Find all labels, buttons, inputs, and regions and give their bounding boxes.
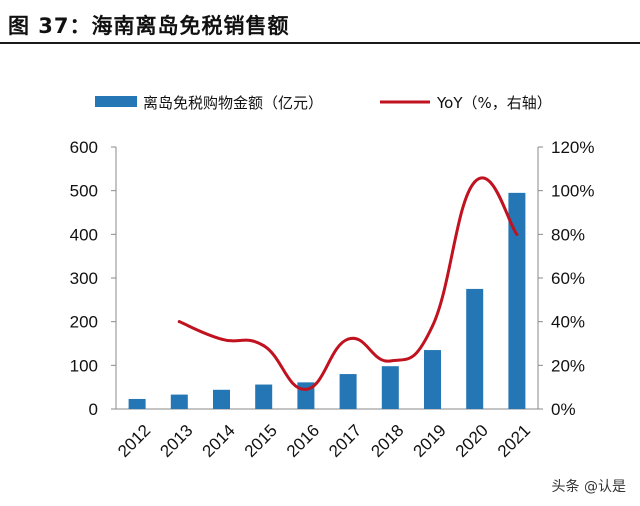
x-axis-tick-label: 2014 xyxy=(199,421,239,461)
bar xyxy=(381,366,399,409)
left-axis-tick-label: 400 xyxy=(70,225,98,244)
x-axis-tick-label: 2015 xyxy=(241,421,281,461)
left-axis-tick-label: 600 xyxy=(70,138,98,157)
yoy-point xyxy=(515,232,519,236)
yoy-point xyxy=(346,337,350,341)
watermark: 头条 @认是 xyxy=(551,479,626,495)
right-axis-tick-label: 60% xyxy=(551,269,585,288)
figure-title: 图 37：海南离岛免税销售额 xyxy=(8,14,290,38)
right-axis-tick-label: 20% xyxy=(551,356,585,375)
x-axis-tick-label: 2021 xyxy=(494,421,534,461)
bar xyxy=(424,350,441,409)
bar xyxy=(255,384,273,409)
x-axis-tick-label: 2019 xyxy=(410,421,450,461)
yoy-point xyxy=(431,324,434,328)
bar-series xyxy=(128,192,526,409)
x-axis-tick-label: 2012 xyxy=(114,421,154,461)
x-axis-tick-label: 2016 xyxy=(283,421,323,461)
yoy-point xyxy=(473,180,477,184)
yoy-point xyxy=(262,344,266,348)
right-axis-tick-label: 40% xyxy=(551,313,585,332)
left-axis-tick-label: 200 xyxy=(70,313,98,332)
legend: 离岛免税购物金额（亿元） YoY（%，右轴） xyxy=(95,94,552,112)
figure-header: 图 37：海南离岛免税销售额 xyxy=(0,0,640,44)
title-divider xyxy=(0,42,640,44)
bar xyxy=(508,192,526,409)
x-axis: 2012 2013 2014 2015 2016 2017 2018 2019 2020 2021 xyxy=(114,408,538,461)
legend-bar-label: 离岛免税购物金额（亿元） xyxy=(143,94,323,112)
yoy-point xyxy=(388,359,392,363)
right-axis-tick-label: 100% xyxy=(551,182,594,201)
left-axis-tick-label: 0 xyxy=(89,400,98,419)
bar xyxy=(128,398,146,409)
left-axis-tick-label: 500 xyxy=(70,182,98,201)
left-axis-tick-label: 100 xyxy=(70,356,98,375)
legend-line-label: YoY（%，右轴） xyxy=(436,94,552,112)
right-axis-tick-label: 120% xyxy=(551,138,594,157)
left-axis-tick-label: 300 xyxy=(70,269,98,288)
bar xyxy=(339,374,357,409)
yoy-line xyxy=(177,176,519,391)
x-axis-tick-label: 2013 xyxy=(156,421,196,461)
x-axis-tick-label: 2017 xyxy=(325,421,365,461)
bar xyxy=(213,389,230,409)
x-axis-tick-label: 2020 xyxy=(452,421,492,461)
yoy-point xyxy=(177,320,181,324)
legend-bar-swatch xyxy=(95,96,137,107)
right-axis-tick-label: 0% xyxy=(551,400,576,419)
x-axis-tick-label: 2018 xyxy=(367,421,407,461)
yoy-point xyxy=(304,387,308,391)
left-axis: 0 100 200 300 400 500 600 xyxy=(70,138,117,419)
yoy-line-series xyxy=(177,176,519,391)
bar xyxy=(170,394,188,409)
right-axis-tick-label: 80% xyxy=(551,225,585,244)
yoy-point xyxy=(220,337,223,341)
bar xyxy=(466,288,484,409)
right-axis: 0% 20% 40% 60% 80% 100% 120% xyxy=(537,138,594,419)
